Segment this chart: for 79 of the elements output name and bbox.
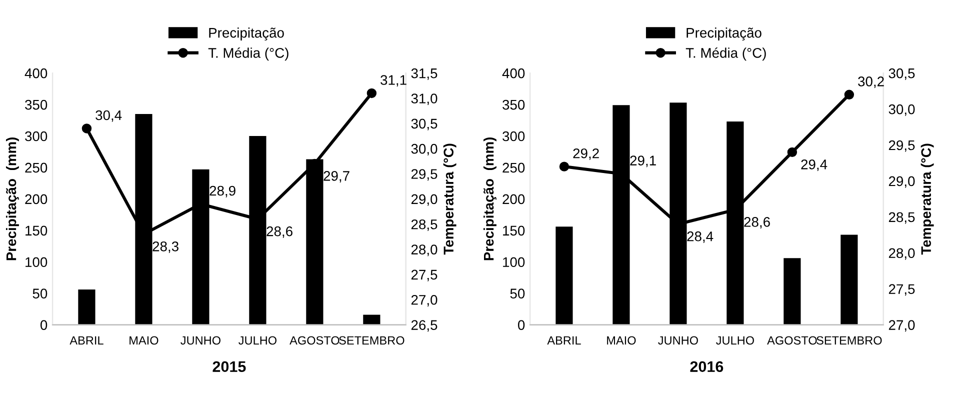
y-tick-label: 300 <box>502 131 525 142</box>
y-tick-label: 200 <box>25 194 48 204</box>
x-tick-label: JUNHO <box>658 336 698 345</box>
data-label: 28,6 <box>744 217 770 229</box>
y2-tick-label: 30,5 <box>411 118 438 130</box>
x-tick-label: AGOSTO <box>290 336 340 345</box>
legend-label: T. Média (°C) <box>686 47 766 61</box>
data-label: 31,1 <box>380 75 406 87</box>
y-tick-label: 250 <box>25 162 48 173</box>
y-tick-label: 50 <box>510 288 525 299</box>
y-axis-title: Precipitação (mm) <box>6 137 19 260</box>
y2-tick-label: 28,0 <box>888 248 915 260</box>
point <box>559 162 570 172</box>
y2-tick-label: 30,0 <box>411 144 438 156</box>
y2-axis-title: Temperatura (°C) <box>443 144 456 255</box>
y2-tick-label: 30,0 <box>888 104 915 116</box>
legend-label: Precipitação <box>686 28 762 41</box>
data-label: 30,2 <box>858 76 884 88</box>
y2-axis-title: Temperatura (°C) <box>920 144 934 255</box>
y-tick-label: 0 <box>518 320 525 330</box>
y-tick-label: 250 <box>502 162 525 173</box>
y2-tick-label: 27,0 <box>411 294 438 306</box>
data-label: 30,4 <box>96 110 122 122</box>
bar <box>78 290 96 325</box>
point <box>844 90 854 100</box>
y2-tick-label: 27,5 <box>888 284 915 296</box>
y2-tick-label: 28,5 <box>888 212 915 224</box>
x-axis-title: 2016 <box>690 361 724 372</box>
x-axis-title: 2015 <box>212 361 246 372</box>
x-tick-label: JULHO <box>716 336 754 345</box>
data-label: 29,2 <box>573 148 599 160</box>
y-axis-title: Precipitação (mm) <box>483 137 496 260</box>
data-label: 29,1 <box>630 156 656 168</box>
data-label: 29,4 <box>801 160 828 171</box>
x-tick-label: MAIO <box>130 336 158 345</box>
data-label: 28,9 <box>210 186 236 198</box>
x-tick-label: SETEMBRO <box>816 336 882 345</box>
y2-tick-label: 31,5 <box>411 68 438 80</box>
data-label: 28,6 <box>266 226 292 238</box>
y2-tick-label: 29,0 <box>411 194 438 206</box>
y2-tick-label: 29,5 <box>888 140 915 152</box>
y-tick-label: 100 <box>503 257 525 268</box>
data-label: 29,7 <box>324 171 350 182</box>
y-tick-label: 350 <box>502 100 525 110</box>
y-tick-label: 400 <box>24 68 48 78</box>
bar <box>784 258 801 325</box>
y2-tick-label: 28,5 <box>411 219 438 231</box>
x-tick-label: ABRIL <box>70 336 104 344</box>
y2-tick-label: 29,5 <box>411 169 438 181</box>
y2-tick-label: 30,5 <box>888 68 915 80</box>
y-tick-label: 50 <box>32 288 48 299</box>
y-tick-label: 0 <box>40 320 48 330</box>
x-tick-label: AGOSTO <box>767 336 817 345</box>
y2-tick-label: 31,0 <box>411 94 438 106</box>
x-tick-label: MAIO <box>607 336 636 345</box>
x-tick-label: JULHO <box>238 336 276 345</box>
y-tick-label: 150 <box>503 226 525 236</box>
y2-tick-label: 28,0 <box>411 244 438 256</box>
x-tick-label: ABRIL <box>547 336 581 344</box>
bar <box>363 314 380 325</box>
y-tick-label: 400 <box>502 68 525 78</box>
x-tick-label: JUNHO <box>180 336 220 345</box>
y-tick-label: 150 <box>26 226 48 236</box>
y2-tick-label: 27,0 <box>888 320 915 332</box>
y2-tick-label: 26,5 <box>411 320 438 332</box>
y-tick-label: 200 <box>502 194 525 204</box>
legend-label: Precipitação <box>209 28 284 41</box>
y-tick-label: 350 <box>25 100 48 110</box>
data-label: 28,3 <box>152 241 178 253</box>
y2-tick-label: 29,0 <box>888 176 915 188</box>
point <box>787 147 798 158</box>
y-tick-label: 100 <box>26 257 48 268</box>
data-label: 28,4 <box>687 231 714 243</box>
x-tick-label: SETEMBRO <box>339 336 404 345</box>
y2-tick-label: 27,5 <box>411 270 438 282</box>
bar <box>840 234 858 325</box>
bar <box>556 226 573 325</box>
y-tick-label: 300 <box>25 131 48 142</box>
legend-label: T. Média (°C) <box>208 47 288 61</box>
